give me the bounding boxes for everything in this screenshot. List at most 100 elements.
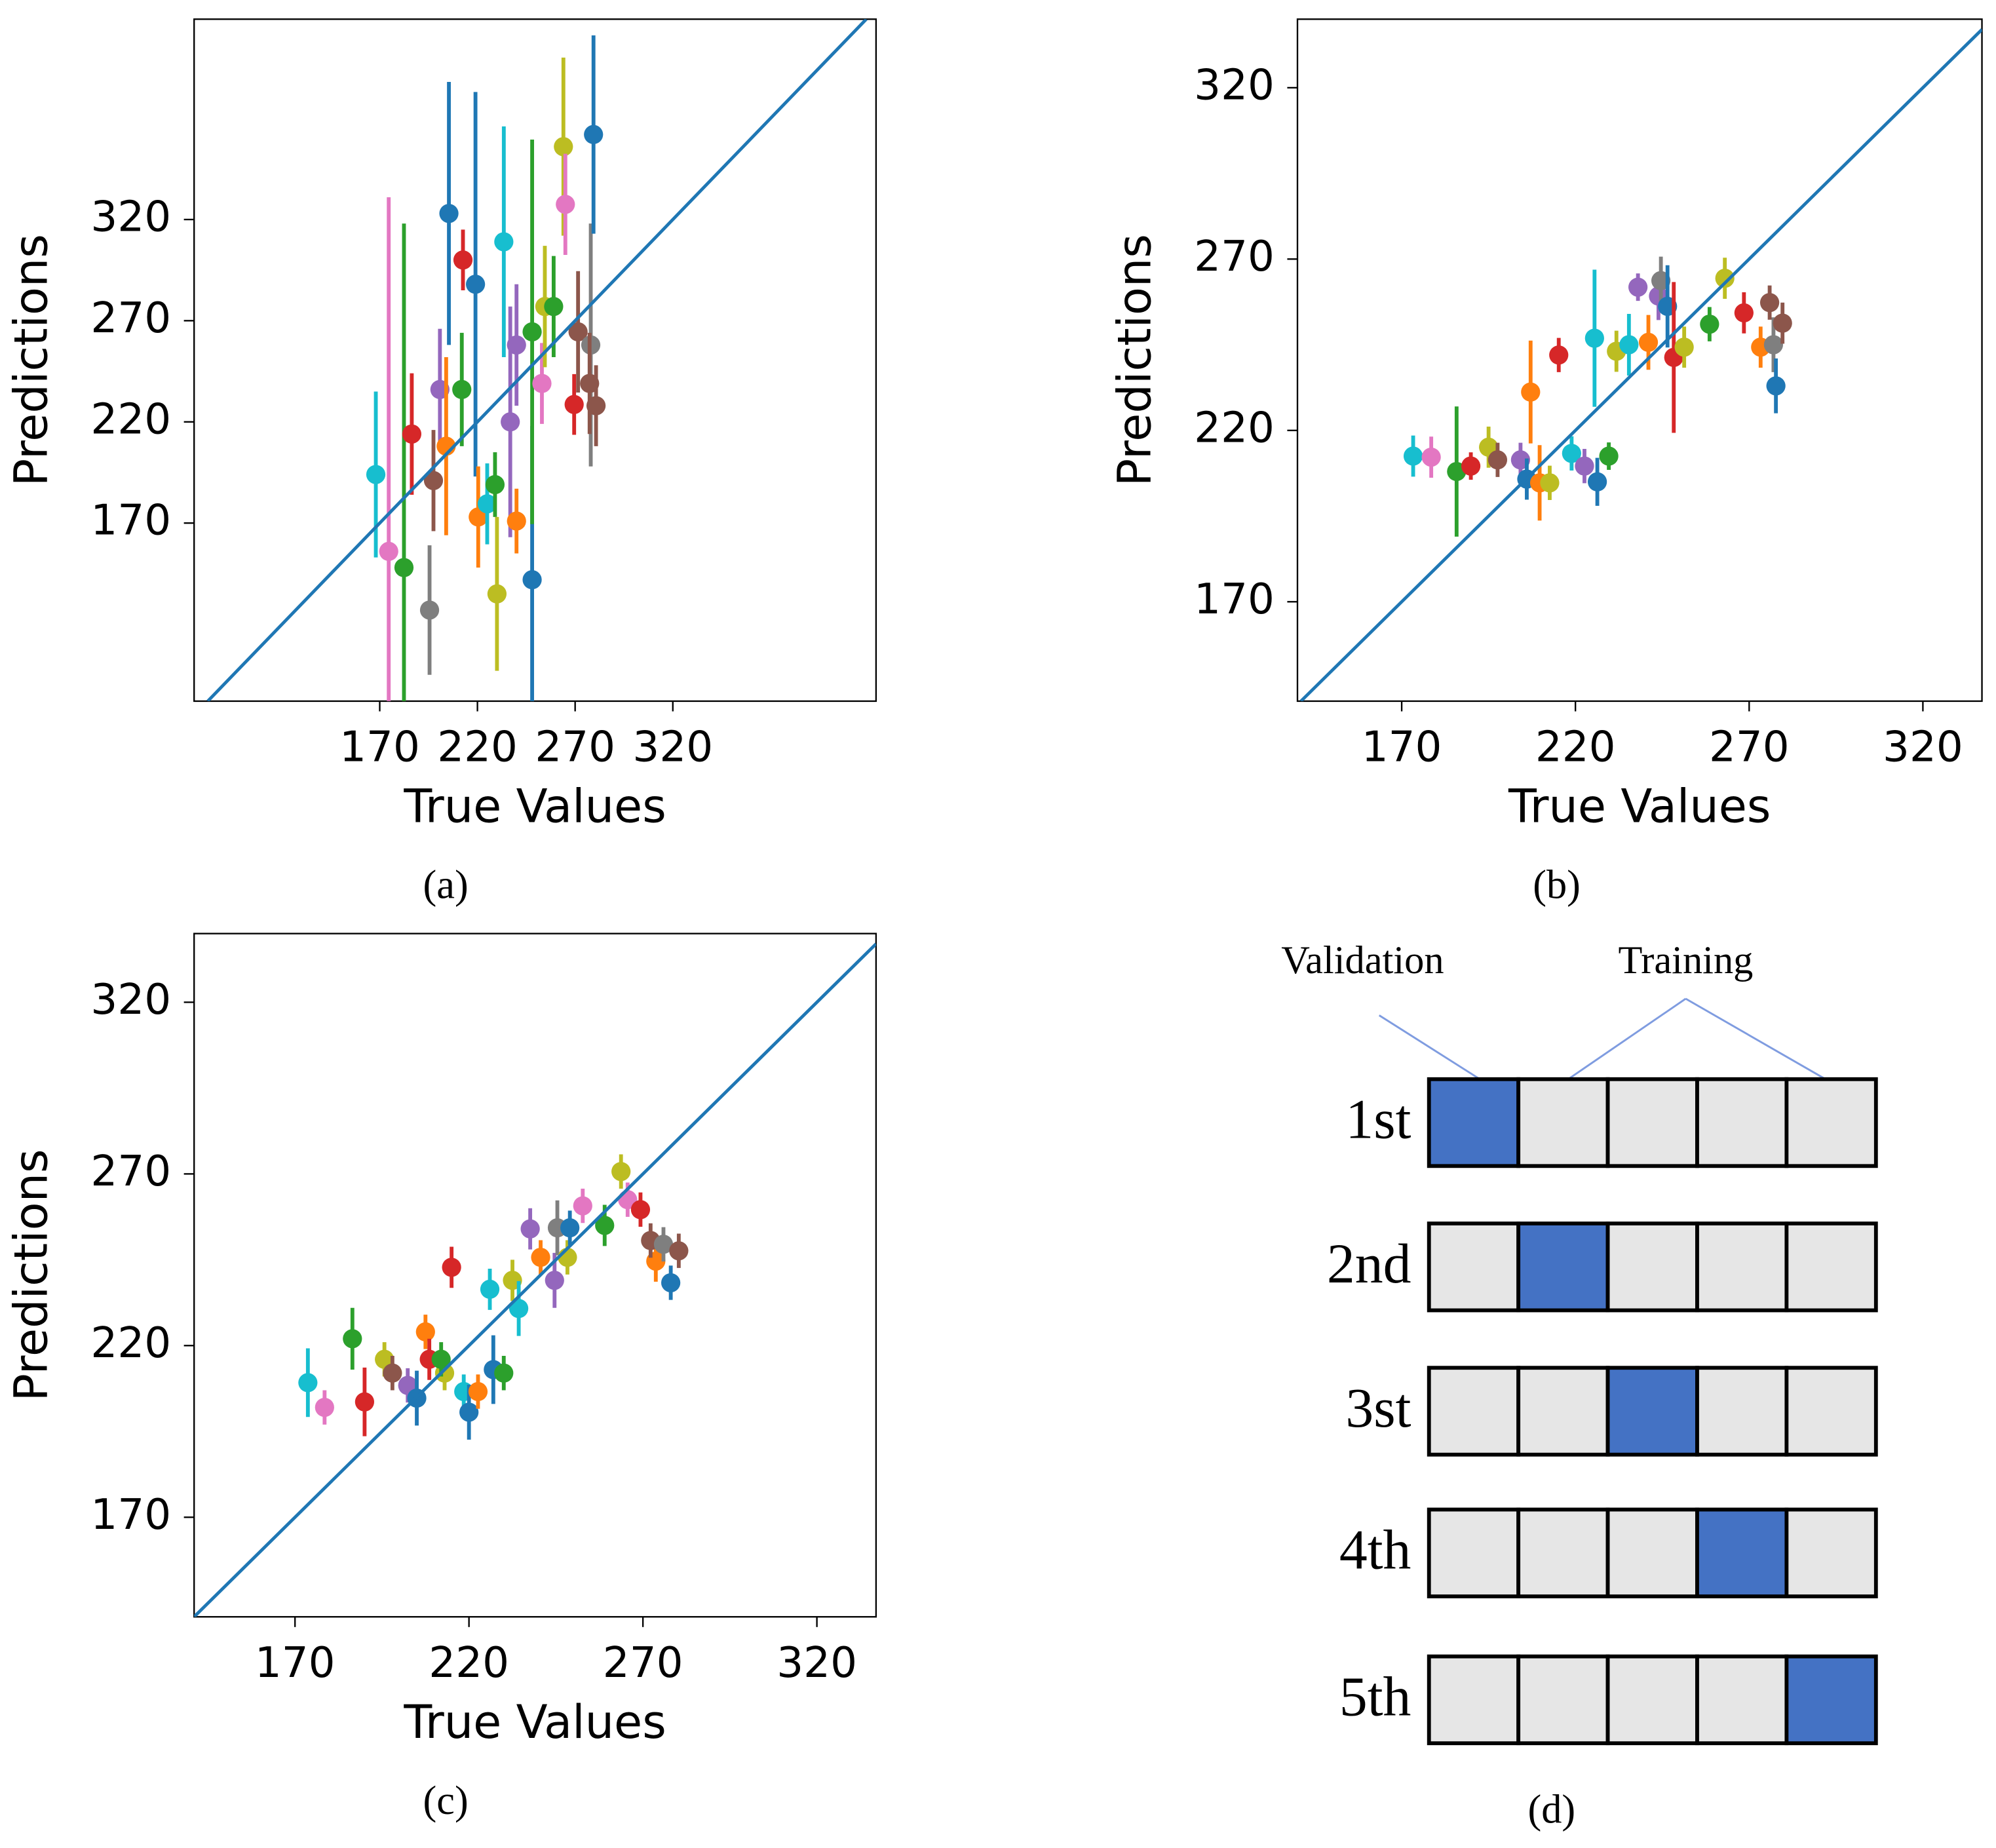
pointer-line <box>1567 997 1687 1080</box>
point <box>522 570 542 590</box>
point <box>507 511 526 531</box>
point <box>1715 268 1735 288</box>
point <box>1521 382 1541 402</box>
point <box>532 374 552 393</box>
point <box>477 494 497 514</box>
point <box>480 1279 500 1299</box>
point <box>560 1218 580 1238</box>
chart: 170 220 270 320 170 220 270 320 True Values Predi… <box>5 933 877 1823</box>
x-tick-label: 270 <box>1709 723 1790 772</box>
x-tick-label: 320 <box>777 1638 857 1687</box>
x-tick-label: 170 <box>255 1638 336 1687</box>
point <box>595 1216 615 1235</box>
point <box>1759 293 1780 313</box>
point <box>584 125 604 144</box>
point <box>343 1329 362 1349</box>
y-tick-label: 320 <box>1194 60 1275 109</box>
point <box>573 1196 592 1216</box>
point <box>494 232 514 252</box>
x-axis-label: True Values <box>403 780 666 834</box>
x-tick-label: 270 <box>535 723 615 772</box>
y-tick-label: 220 <box>1194 403 1275 452</box>
point <box>1562 444 1581 463</box>
point <box>468 1381 488 1402</box>
y-tick-label: 270 <box>1194 232 1275 281</box>
point <box>1700 315 1719 334</box>
point <box>465 275 486 294</box>
point <box>556 195 575 214</box>
x-tick-label: 220 <box>437 723 518 772</box>
training-cell <box>1784 1222 1878 1313</box>
point <box>1628 277 1648 297</box>
y-axis-label: Predictions <box>5 234 58 486</box>
point <box>1773 313 1792 333</box>
y-tick-label: 320 <box>90 193 171 242</box>
point <box>544 297 564 317</box>
point <box>661 1273 681 1293</box>
training-cell <box>1695 1222 1789 1313</box>
point <box>431 1349 451 1369</box>
y-tick-label: 320 <box>90 975 171 1024</box>
fold-label: 5th <box>1339 1665 1411 1727</box>
training-cell <box>1605 1654 1699 1746</box>
training-cell <box>1784 1077 1878 1168</box>
panel-label: (c) <box>423 1778 469 1823</box>
training-cell <box>1427 1654 1521 1746</box>
fold-label: 3st <box>1345 1377 1411 1439</box>
point <box>545 1271 564 1290</box>
training-cell <box>1605 1222 1699 1313</box>
point <box>653 1235 674 1254</box>
point <box>383 1363 402 1383</box>
training-cell <box>1605 1507 1699 1598</box>
fold-label: 1st <box>1345 1088 1411 1151</box>
point <box>439 204 459 223</box>
training-cell <box>1516 1366 1610 1457</box>
point <box>453 250 473 270</box>
point <box>315 1398 334 1417</box>
plot-area <box>194 942 876 1617</box>
point <box>1599 446 1619 466</box>
identity-line <box>1299 28 1982 701</box>
point <box>379 541 398 562</box>
training-cell <box>1784 1507 1878 1598</box>
point <box>1619 335 1639 355</box>
training-cell <box>1784 1366 1878 1457</box>
point <box>564 395 584 414</box>
x-tick-label: 220 <box>429 1638 509 1687</box>
point <box>1584 328 1604 348</box>
x-axis-label: True Values <box>1508 780 1771 834</box>
point <box>1766 376 1786 396</box>
training-cell <box>1605 1077 1699 1168</box>
point <box>520 1219 540 1239</box>
point <box>568 322 588 341</box>
y-tick-label: 220 <box>90 395 171 444</box>
panel-label: (b) <box>1533 862 1581 908</box>
validation-label: Validation <box>1281 938 1444 982</box>
point <box>630 1200 651 1220</box>
point <box>1587 472 1607 491</box>
x-axis-label: True Values <box>403 1695 666 1749</box>
point <box>1674 337 1694 357</box>
point <box>415 1322 435 1341</box>
x-tick-label: 170 <box>1362 723 1442 772</box>
y-tick-label: 220 <box>90 1319 171 1368</box>
identity-line <box>206 19 868 701</box>
y-axis-label: Predictions <box>5 1149 58 1401</box>
point <box>485 474 505 495</box>
chart: 170 220 270 320 170 220 270 320 True Values Predi… <box>1107 18 1983 908</box>
point <box>522 322 542 341</box>
y-tick-label: 270 <box>90 1147 171 1196</box>
fold-label: 4th <box>1339 1518 1411 1581</box>
point <box>1421 447 1441 467</box>
point <box>669 1241 689 1261</box>
point <box>366 465 386 484</box>
point <box>419 600 440 620</box>
training-cell <box>1695 1077 1789 1168</box>
y-axis-label: Predictions <box>1107 234 1161 486</box>
point <box>1487 450 1508 470</box>
point <box>501 412 520 432</box>
point <box>442 1258 461 1277</box>
cv-diagram: Validation Training (d) <box>1281 938 1831 1832</box>
point <box>1461 456 1481 476</box>
